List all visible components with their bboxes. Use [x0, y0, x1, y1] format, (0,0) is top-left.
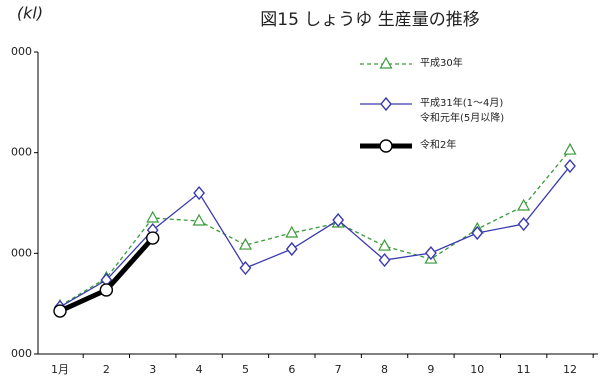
y-tick-label: 000 — [11, 146, 32, 159]
marker — [517, 216, 530, 232]
y-tick-label: 000 — [11, 347, 32, 360]
marker — [564, 158, 576, 174]
marker — [193, 185, 206, 201]
legend-label: 令和2年 — [420, 140, 457, 151]
marker — [192, 213, 206, 226]
marker — [332, 212, 345, 228]
marker — [471, 225, 484, 241]
marker — [285, 241, 298, 257]
marker — [238, 237, 252, 250]
x-tick-label: 12 — [563, 363, 577, 376]
marker — [378, 252, 391, 268]
x-tick-label: 4 — [196, 363, 203, 376]
marker — [285, 225, 299, 238]
x-tick-label: 10 — [470, 363, 484, 376]
legend-label: 平成30年 — [420, 58, 463, 69]
x-tick-label: 5 — [242, 363, 249, 376]
marker — [99, 283, 114, 297]
chart-title: 図15 しょうゆ 生産量の推移 — [260, 10, 479, 30]
y-tick-label: 000 — [11, 45, 32, 58]
x-tick-label: 3 — [149, 363, 156, 376]
y-tick-label: 000 — [11, 246, 32, 259]
marker — [146, 231, 160, 245]
marker — [379, 139, 393, 153]
x-tick-label: 7 — [335, 363, 342, 376]
x-tick-label: 9 — [427, 363, 434, 376]
marker — [379, 56, 393, 69]
marker — [378, 238, 392, 251]
marker — [563, 142, 577, 155]
marker — [239, 260, 252, 276]
marker — [380, 96, 392, 112]
unit-label: (kl) — [17, 4, 43, 23]
x-tick-label: 8 — [381, 363, 388, 376]
series-line — [59, 149, 571, 307]
x-tick-label: 6 — [288, 363, 295, 376]
legend-label: 平成31年(1～4月) 令和元年(5月以降) — [420, 98, 505, 124]
x-tick-label: 1月 — [51, 363, 69, 376]
x-tick-label: 11 — [517, 363, 531, 376]
x-tick-label: 2 — [103, 363, 110, 376]
marker — [146, 210, 160, 223]
marker — [424, 245, 437, 261]
series-line — [59, 165, 571, 308]
marker — [53, 304, 67, 318]
marker — [517, 198, 531, 211]
